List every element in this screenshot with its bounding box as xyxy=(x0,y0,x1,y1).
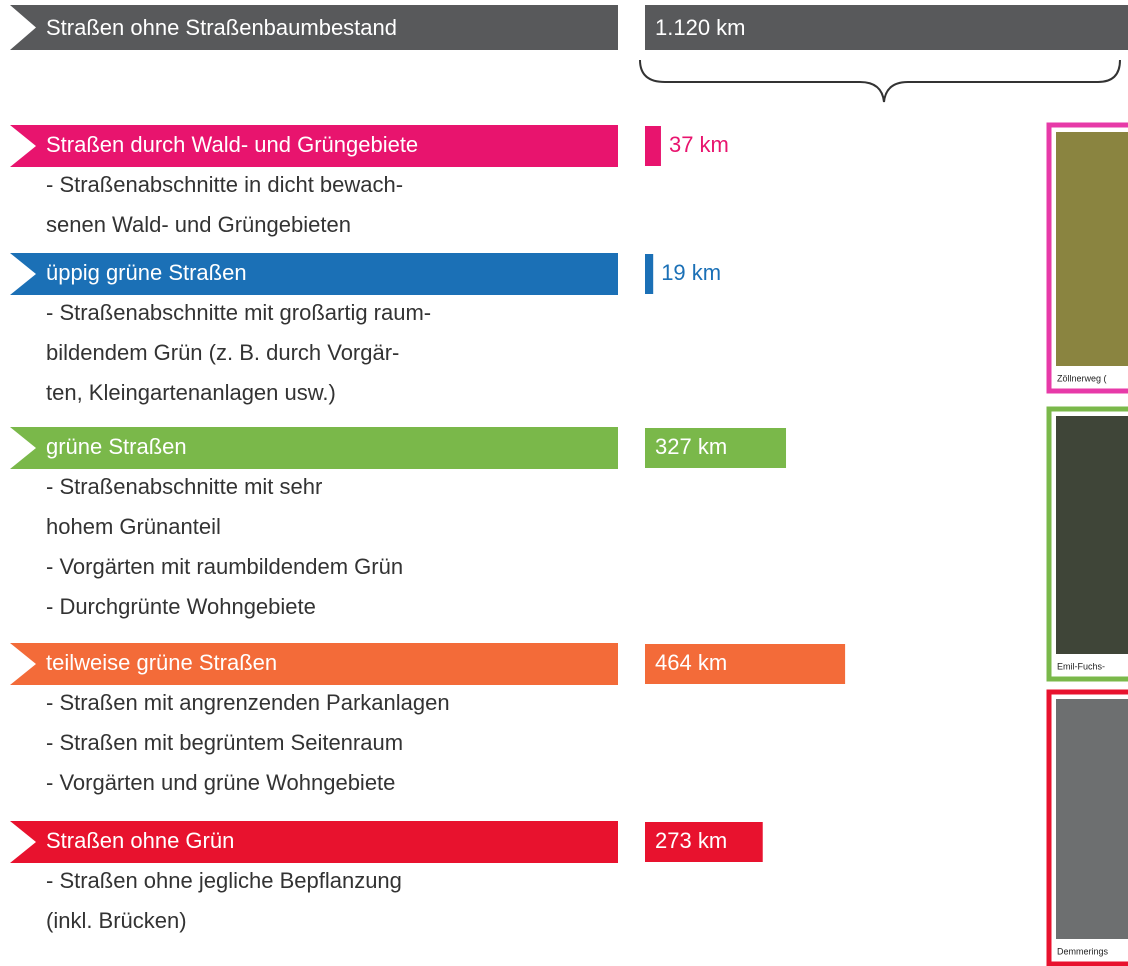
header-bar xyxy=(10,5,618,50)
description-line: (inkl. Brücken) xyxy=(46,908,187,933)
category-label: Straßen durch Wald- und Grüngebiete xyxy=(46,132,418,157)
description-line: - Straßen mit angrenzenden Parkanlagen xyxy=(46,690,450,715)
value-bar xyxy=(645,254,654,294)
description-line: - Straßen ohne jegliche Bepflanzung xyxy=(46,868,402,893)
category-label: üppig grüne Straßen xyxy=(46,260,247,285)
photo xyxy=(1056,132,1128,366)
value-label: 273 km xyxy=(655,828,727,853)
photo-caption: Demmerings xyxy=(1057,946,1109,956)
photo xyxy=(1056,699,1128,939)
description-line: hohem Grünanteil xyxy=(46,514,221,539)
category-bar xyxy=(10,643,618,685)
value-bar xyxy=(645,126,661,166)
value-label: 327 km xyxy=(655,434,727,459)
category-bar xyxy=(10,253,618,295)
total-bar xyxy=(645,5,1128,50)
photo-caption: Emil-Fuchs- xyxy=(1057,661,1105,671)
value-bar xyxy=(645,428,787,468)
value-bar xyxy=(645,644,846,684)
description-line: - Straßenabschnitte mit sehr xyxy=(46,474,322,499)
value-label: 464 km xyxy=(655,650,727,675)
category-bar xyxy=(10,125,618,167)
description-line: senen Wald- und Grüngebieten xyxy=(46,212,351,237)
brace xyxy=(639,59,1121,103)
description-line: - Straßen mit begrüntem Seitenraum xyxy=(46,730,403,755)
description-line: - Straßenabschnitte mit großartig raum- xyxy=(46,300,431,325)
description-line: bildendem Grün (z. B. durch Vorgär- xyxy=(46,340,399,365)
photo xyxy=(1056,416,1128,654)
category-label: grüne Straßen xyxy=(46,434,187,459)
description-line: - Durchgrünte Wohngebiete xyxy=(46,594,316,619)
photo-caption: Zöllnerweg ( xyxy=(1057,373,1107,383)
description-line: - Straßenabschnitte in dicht bewach- xyxy=(46,172,403,197)
value-label: 19 km xyxy=(661,260,721,285)
description-line: - Vorgärten und grüne Wohngebiete xyxy=(46,770,395,795)
header-label: Straßen ohne Straßenbaumbestand xyxy=(46,15,397,40)
value-label: 37 km xyxy=(669,132,729,157)
total-value-label: 1.120 km xyxy=(655,15,746,40)
value-bar xyxy=(645,822,763,862)
category-label: teilweise grüne Straßen xyxy=(46,650,277,675)
category-label: Straßen ohne Grün xyxy=(46,828,234,853)
description-line: - Vorgärten mit raumbildendem Grün xyxy=(46,554,403,579)
category-bar xyxy=(10,427,618,469)
category-bar xyxy=(10,821,618,863)
description-line: ten, Kleingartenanlagen usw.) xyxy=(46,380,336,405)
